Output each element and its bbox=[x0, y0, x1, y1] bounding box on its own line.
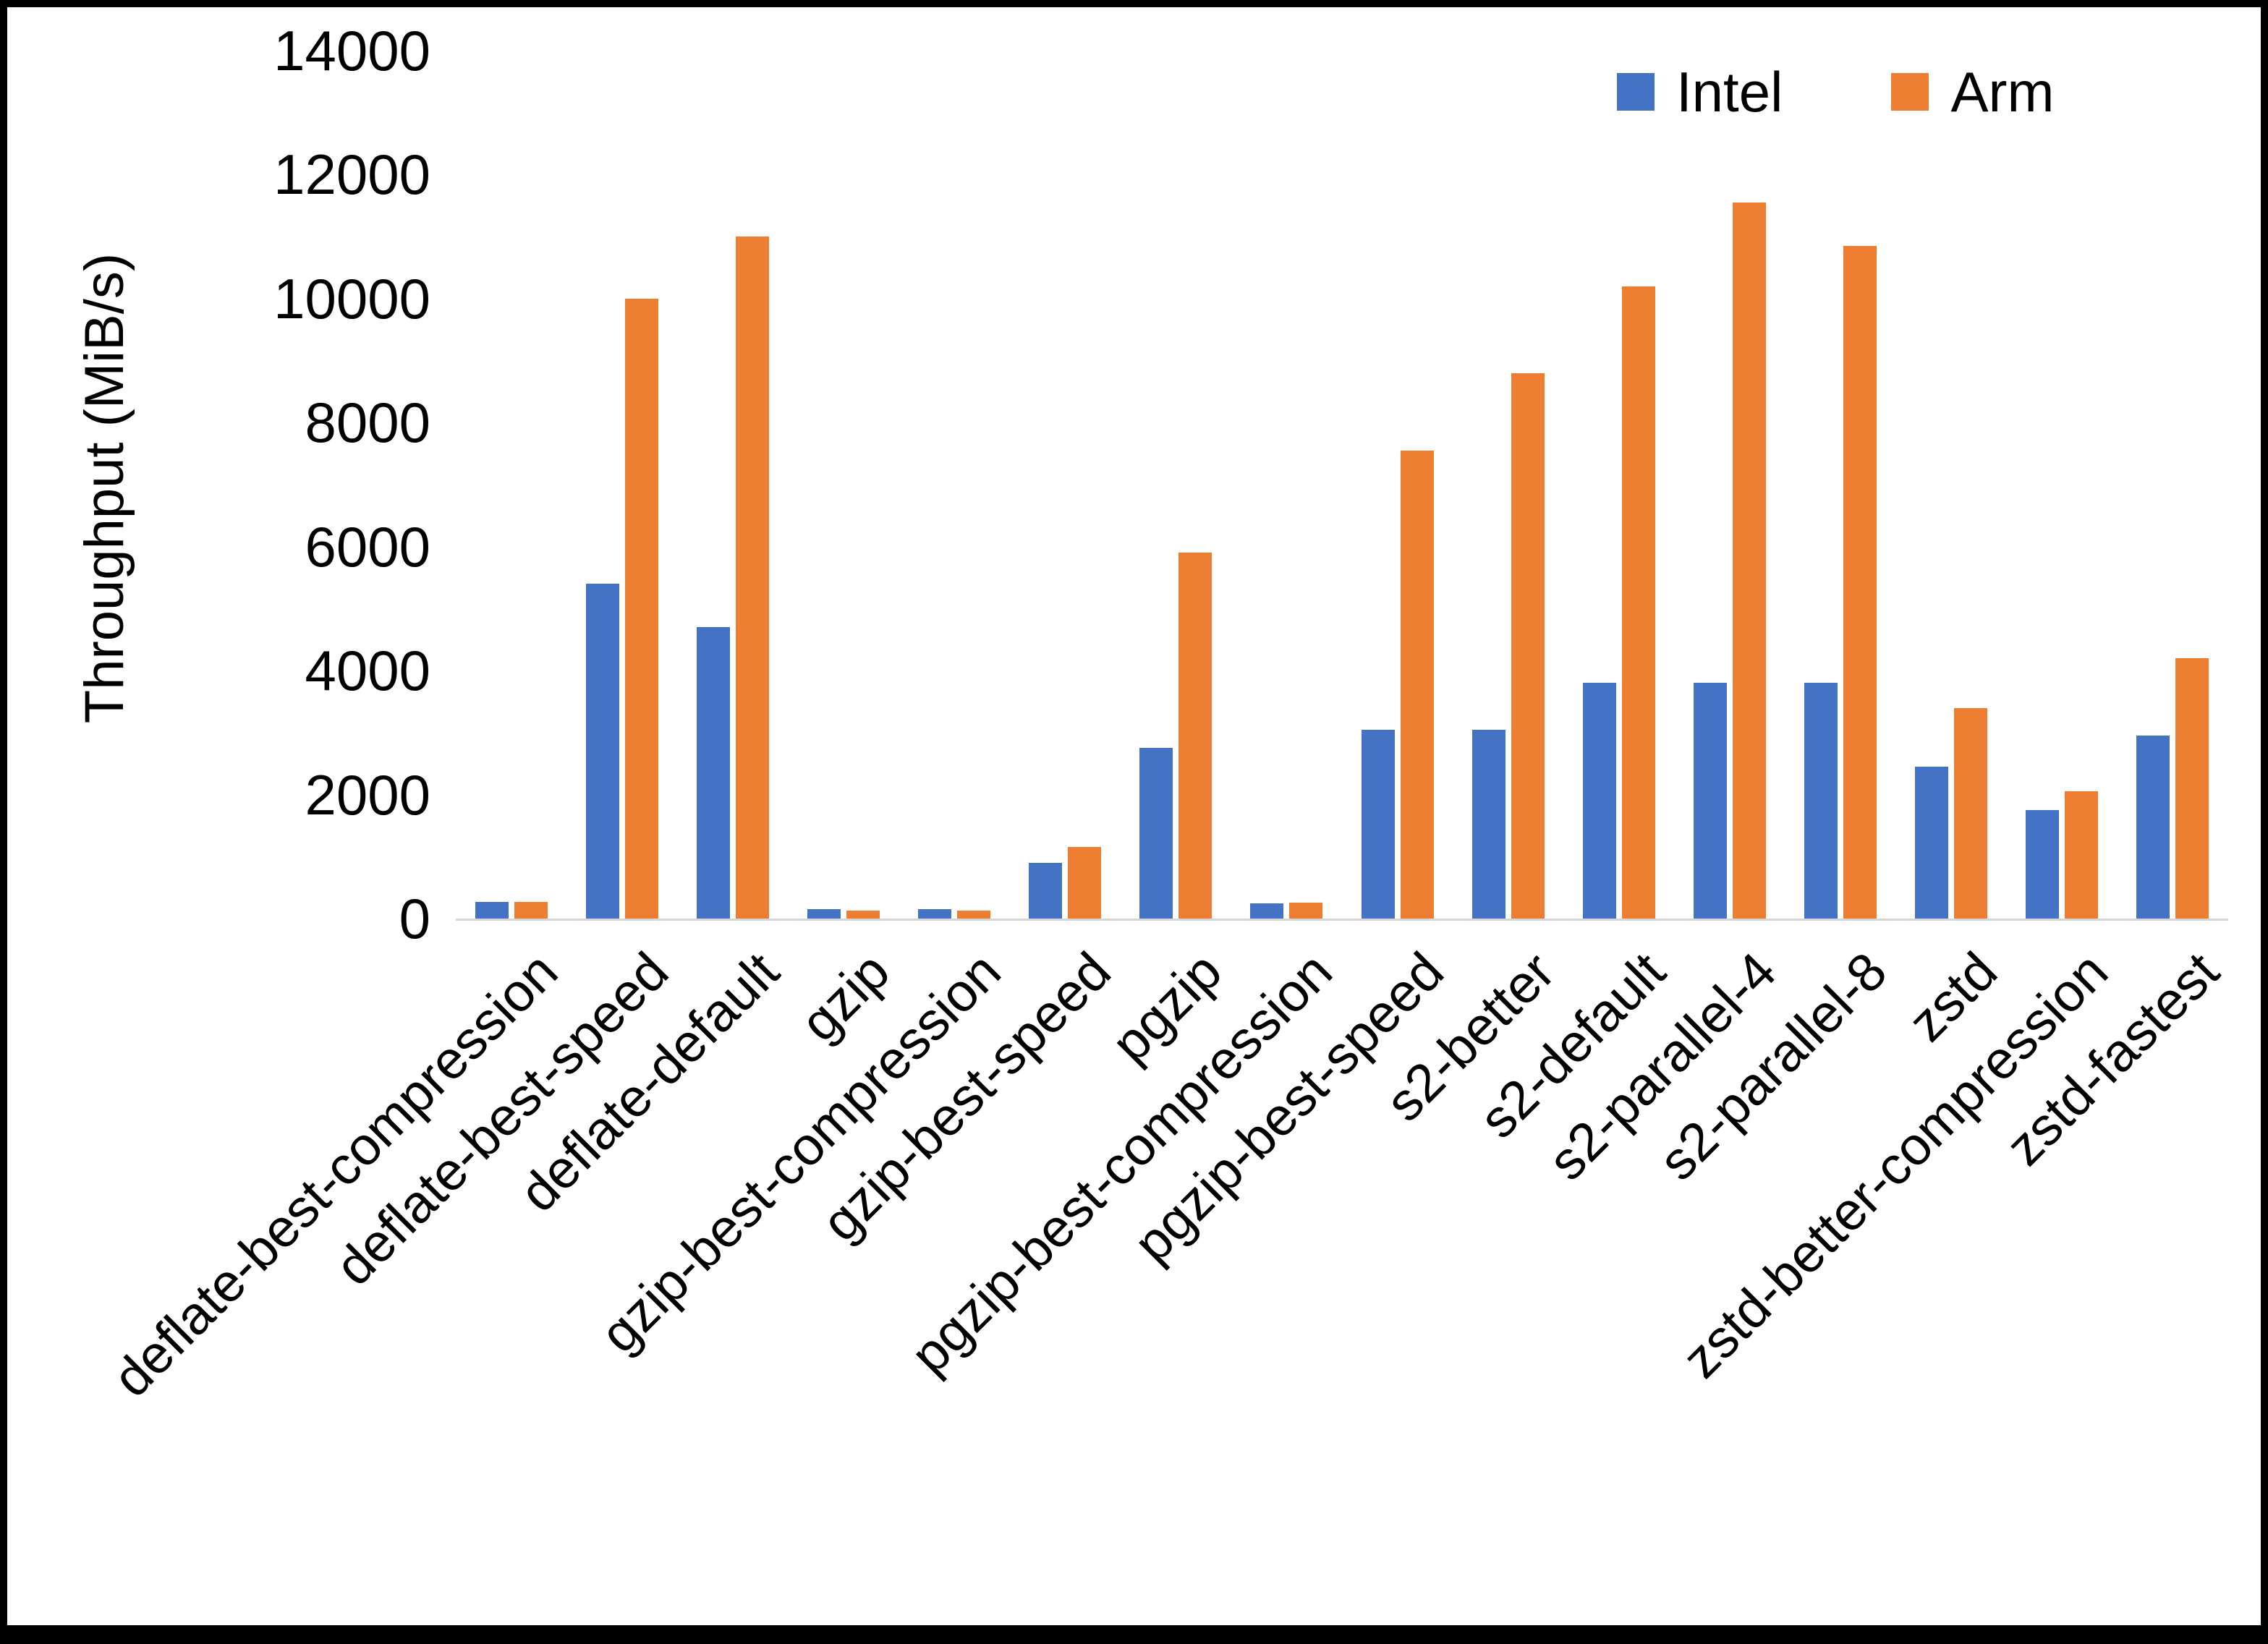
legend: Intel Arm bbox=[1617, 64, 2054, 120]
bar-arm-deflate-best-speed bbox=[625, 299, 658, 919]
bar-arm-pgzip-best-speed bbox=[1401, 451, 1434, 919]
bar-intel-pgzip-best-compression bbox=[1250, 903, 1283, 919]
y-tick-label: 4000 bbox=[305, 639, 430, 702]
y-tick-label: 2000 bbox=[305, 763, 430, 827]
bar-intel-deflate-best-speed bbox=[586, 584, 619, 919]
y-tick-label: 0 bbox=[399, 887, 430, 950]
legend-swatch-intel bbox=[1617, 73, 1655, 111]
bar-intel-deflate-best-compression bbox=[475, 902, 509, 919]
bar-arm-s2-parallel-4 bbox=[1733, 203, 1766, 919]
legend-swatch-arm bbox=[1891, 73, 1929, 111]
bar-intel-gzip bbox=[807, 909, 841, 919]
bar-arm-zstd bbox=[1954, 708, 1987, 919]
bar-intel-gzip-best-compression bbox=[918, 909, 951, 919]
bar-arm-gzip-best-compression bbox=[957, 911, 990, 919]
bar-intel-pgzip-best-speed bbox=[1362, 730, 1395, 919]
legend-label-intel: Intel bbox=[1676, 60, 1783, 124]
bar-intel-s2-parallel-8 bbox=[1804, 683, 1838, 919]
legend-item-arm: Arm bbox=[1891, 64, 2054, 120]
y-tick-label: 12000 bbox=[273, 142, 430, 206]
bar-arm-zstd-better-compression bbox=[2065, 791, 2098, 919]
legend-label-arm: Arm bbox=[1950, 60, 2055, 124]
bar-intel-deflate-default bbox=[697, 627, 730, 919]
bar-arm-s2-parallel-8 bbox=[1843, 246, 1877, 919]
plot-area bbox=[456, 51, 2228, 921]
bar-intel-pgzip bbox=[1139, 748, 1173, 919]
bar-arm-pgzip bbox=[1178, 553, 1212, 919]
bar-intel-s2-better bbox=[1472, 730, 1505, 919]
bar-arm-gzip bbox=[846, 911, 880, 919]
bar-arm-pgzip-best-compression bbox=[1289, 903, 1322, 919]
bar-intel-s2-default bbox=[1583, 683, 1616, 919]
bar-intel-zstd bbox=[1915, 767, 1948, 919]
legend-item-intel: Intel bbox=[1617, 64, 1783, 120]
y-tick-label: 14000 bbox=[273, 19, 430, 82]
y-tick-label: 10000 bbox=[273, 267, 430, 331]
bar-arm-s2-default bbox=[1622, 286, 1655, 919]
y-tick-label: 6000 bbox=[305, 515, 430, 579]
x-tick-label: deflate-best-compression bbox=[101, 940, 569, 1408]
bar-arm-s2-better bbox=[1511, 373, 1545, 919]
bar-arm-gzip-best-speed bbox=[1068, 847, 1101, 919]
bar-arm-deflate-default bbox=[736, 237, 769, 919]
bar-intel-gzip-best-speed bbox=[1029, 863, 1062, 919]
y-tick-label: 8000 bbox=[305, 391, 430, 454]
bar-intel-zstd-better-compression bbox=[2026, 810, 2059, 919]
bar-arm-zstd-fastest bbox=[2175, 658, 2209, 919]
bar-intel-zstd-fastest bbox=[2136, 736, 2170, 919]
bar-intel-s2-parallel-4 bbox=[1694, 683, 1727, 919]
bar-arm-deflate-best-compression bbox=[514, 902, 548, 919]
